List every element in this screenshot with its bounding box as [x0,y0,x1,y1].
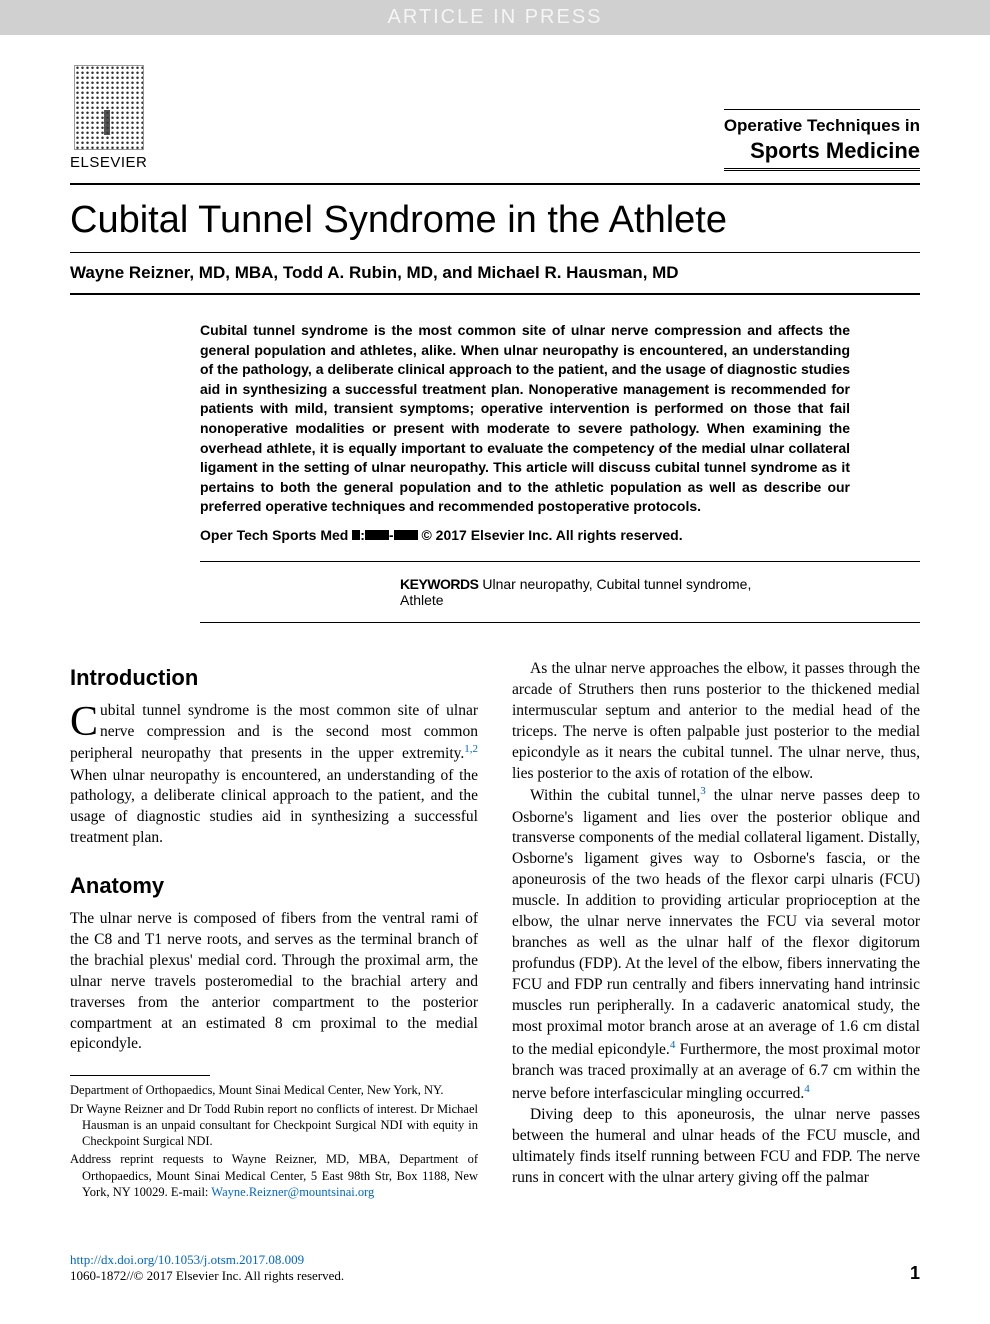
article-in-press-banner: ARTICLE IN PRESS [0,0,990,35]
col2-p2: Within the cubital tunnel,3 the ulnar ne… [512,784,920,1104]
doi-link[interactable]: http://dx.doi.org/10.1053/j.otsm.2017.08… [70,1252,304,1267]
footer-left: http://dx.doi.org/10.1053/j.otsm.2017.08… [70,1252,344,1284]
section-anatomy-head: Anatomy [70,871,478,901]
col2-p2a: Within the cubital tunnel, [530,788,700,805]
citation-ref-1-2[interactable]: 1,2 [464,743,478,755]
col2-p2b: the ulnar nerve passes deep to Osborne's… [512,788,920,1058]
dropcap: C [70,701,100,739]
publisher-name: ELSEVIER [70,154,147,171]
page-footer: http://dx.doi.org/10.1053/j.otsm.2017.08… [0,1222,990,1324]
section-intro-head: Introduction [70,663,478,693]
elsevier-tree-icon [74,65,144,150]
issn-copyright: 1060-1872//© 2017 Elsevier Inc. All righ… [70,1268,344,1283]
citation-line: Oper Tech Sports Med :- © 2017 Elsevier … [0,525,990,561]
footnotes-block: Department of Orthopaedics, Mount Sinai … [70,1082,478,1200]
intro-paragraph: Cubital tunnel syndrome is the most comm… [70,701,478,850]
intro-text-1: ubital tunnel syndrome is the most commo… [70,702,478,763]
citation-suffix: © 2017 Elsevier Inc. All rights reserved… [418,527,683,543]
footnote-affiliation: Department of Orthopaedics, Mount Sinai … [70,1082,478,1098]
left-column: Introduction Cubital tunnel syndrome is … [70,659,478,1202]
author-line: Wayne Reizner, MD, MBA, Todd A. Rubin, M… [0,253,990,293]
right-column: As the ulnar nerve approaches the elbow,… [512,659,920,1202]
redacted-pages-icon [365,530,389,540]
redacted-pages2-icon [394,530,418,540]
journal-title: Sports Medicine [724,138,920,171]
anatomy-p1: The ulnar nerve is composed of fibers fr… [70,909,478,1055]
abstract-text: Cubital tunnel syndrome is the most comm… [0,295,990,525]
footnote-conflicts: Dr Wayne Reizner and Dr Todd Rubin repor… [70,1101,478,1150]
col2-p1: As the ulnar nerve approaches the elbow,… [512,659,920,785]
article-title: Cubital Tunnel Syndrome in the Athlete [0,185,990,252]
body-columns: Introduction Cubital tunnel syndrome is … [0,623,990,1222]
citation-ref-4b[interactable]: 4 [804,1083,810,1095]
publisher-block: ELSEVIER [70,65,147,171]
footnote-rule [70,1075,210,1076]
footnote-correspondence: Address reprint requests to Wayne Reizne… [70,1151,478,1200]
keywords-row: KEYWORDS Ulnar neuropathy, Cubital tunne… [200,561,920,623]
redacted-vol-icon [352,530,360,540]
col2-p3: Diving deep to this aponeurosis, the uln… [512,1105,920,1189]
correspondence-email-link[interactable]: Wayne.Reizner@mountsinai.org [211,1185,374,1199]
keywords-label: KEYWORDS [400,576,478,592]
header-row: ELSEVIER Operative Techniques in Sports … [0,35,990,183]
journal-supertitle: Operative Techniques in [724,109,920,136]
intro-text-2: When ulnar neuropathy is encountered, an… [70,767,478,847]
page-number: 1 [910,1263,920,1284]
journal-title-block: Operative Techniques in Sports Medicine [724,109,920,171]
citation-prefix: Oper Tech Sports Med [200,527,352,543]
